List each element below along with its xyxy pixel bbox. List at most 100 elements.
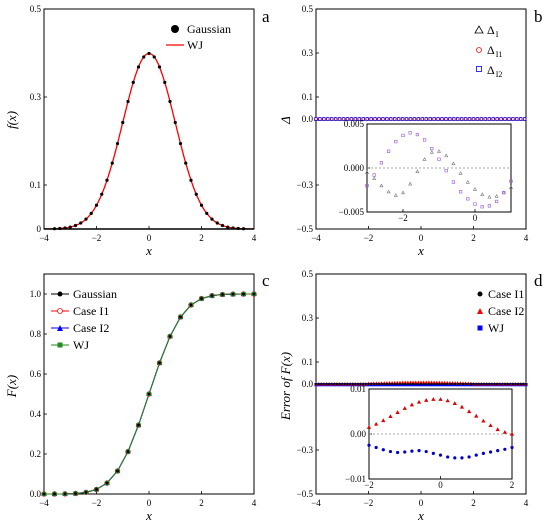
point-case-i1-d [401, 382, 404, 386]
d-y-tick-label: 0.1 [302, 357, 313, 367]
inset-point-delta-i [386, 189, 391, 194]
inset-point-case-i2 [381, 418, 386, 423]
d-inset-y-tick-label: 0.01 [350, 384, 366, 394]
point-gaussian-c [126, 450, 130, 454]
point-delta-i2-b [361, 117, 365, 121]
point-delta-i1-b [459, 117, 464, 121]
legend-marker-delta-i2 [476, 66, 482, 72]
legend-label-case-i2-d: Case I2 [488, 304, 524, 318]
point-case-i1-d [409, 382, 412, 386]
b-x-tick-label: 4 [524, 233, 529, 243]
point-delta-i1-b [385, 117, 389, 121]
point-gaussian-a [115, 141, 120, 146]
point-delta-i2-b [491, 117, 495, 121]
point-gaussian-a [147, 51, 151, 56]
legend-label-delta-i2: ΔI2 [487, 63, 502, 79]
point-case-i1-d [391, 382, 394, 386]
b-inset-y-tick-label: 0.005 [344, 119, 365, 129]
point-delta-i1-b [314, 117, 318, 121]
point-case-i1-d [461, 382, 465, 386]
point-case-i1-d [503, 382, 507, 386]
point-delta-i1-b [463, 117, 468, 121]
inset-point-case-i2 [459, 404, 465, 409]
c-y-tick-label: 0.4 [30, 409, 42, 419]
point-delta-i1-b [448, 117, 452, 121]
legend-a: Gaussian WJ [166, 22, 231, 52]
point-gaussian-a [205, 211, 209, 215]
inset-point-wj [453, 456, 457, 460]
legend-label-case-i1-d: Case I1 [488, 287, 524, 301]
c-x-tick-label: −2 [92, 498, 102, 508]
point-gaussian-a [84, 217, 88, 221]
inset-point-case-i2 [395, 410, 400, 414]
point-case-i1-d [493, 382, 496, 386]
point-case-i1-d [469, 382, 472, 386]
a-y-tick-label: 0.3 [30, 92, 42, 102]
point-delta-i2-b [471, 117, 476, 121]
point-gaussian-c [200, 297, 203, 300]
point-delta-i1-b [326, 117, 330, 121]
point-delta-i1-b [491, 117, 495, 121]
point-delta-i2-b [381, 117, 385, 121]
d-inset-x-tick-label: 2 [510, 480, 515, 490]
point-delta-i2-b [369, 117, 373, 121]
point-delta-i1-b [322, 117, 326, 121]
legend-marker-case-i1-c [57, 308, 63, 314]
inset-point-wj [410, 449, 414, 453]
point-gaussian-a [210, 217, 214, 221]
point-delta-i2-b [511, 117, 515, 121]
inset-point-delta-i [465, 179, 470, 184]
point-case-i1-d [393, 382, 396, 386]
legend-marker-case-i2-d [477, 308, 483, 314]
point-delta-i2-b [353, 117, 358, 121]
point-gaussian-a [194, 192, 198, 196]
point-delta-i1-b [428, 117, 432, 121]
point-delta-i2-b [341, 117, 346, 121]
point-case-i1-d [475, 382, 478, 386]
point-delta-i2-b [337, 117, 342, 121]
point-gaussian-a [163, 80, 167, 84]
point-case-i1-d [325, 382, 328, 386]
point-case-i1-d [435, 382, 438, 386]
inset-point-case-i2 [481, 418, 486, 423]
inset-point-delta-i [494, 194, 499, 198]
inset-point-delta-i [422, 157, 427, 161]
inset-point-wj [446, 455, 450, 459]
inset-point-delta-i2 [473, 202, 477, 206]
inset-point-wj [467, 455, 471, 459]
c-x-tick-label: 2 [199, 498, 204, 508]
inset-point-delta-i2 [386, 149, 391, 153]
point-delta-i2-b [404, 117, 409, 121]
inset-point-case-i2 [431, 397, 436, 401]
d-inset-y-tick-label: −0.01 [345, 474, 366, 484]
panel-a: −4 −2 0 2 4 0 0.1 0.3 0.5 a x f(x) Gaussian WJ [4, 4, 270, 258]
point-delta-i1-b [487, 117, 492, 121]
point-case-i1-d [422, 382, 425, 386]
point-delta-i2-b [412, 117, 417, 121]
point-case-i1-d [511, 382, 514, 386]
point-case-i1-d [372, 382, 375, 386]
d-y-tick-label: −0.5 [297, 489, 314, 499]
point-gaussian-c [137, 423, 140, 427]
point-delta-i1-b [456, 117, 460, 121]
inset-point-case-i2 [424, 398, 429, 402]
inset-point-wj [388, 449, 393, 454]
inset-point-case-i2 [402, 406, 407, 410]
point-case-i1-d [488, 382, 491, 386]
point-delta-i2-b [408, 117, 413, 121]
b-x-tick-label: −2 [364, 233, 374, 243]
b-y-tick-label: 0.1 [302, 92, 313, 102]
inset-point-delta-i2 [487, 204, 492, 208]
point-gaussian-a [184, 161, 188, 165]
inset-point-delta-i2 [372, 173, 376, 177]
inset-point-delta-i2 [422, 138, 427, 142]
inset-point-delta-i2 [444, 169, 448, 173]
point-case-i1-d [448, 382, 451, 386]
point-case-i1-d [509, 382, 512, 386]
point-delta-i2-b [432, 117, 436, 121]
point-delta-i2-b [420, 117, 425, 121]
legend-c: Gaussian Case I1 Case I2 WJ [51, 287, 117, 352]
point-case-i1-d [464, 382, 467, 386]
legend-marker-gaussian-a [171, 25, 179, 33]
point-delta-i2-b [349, 117, 354, 121]
